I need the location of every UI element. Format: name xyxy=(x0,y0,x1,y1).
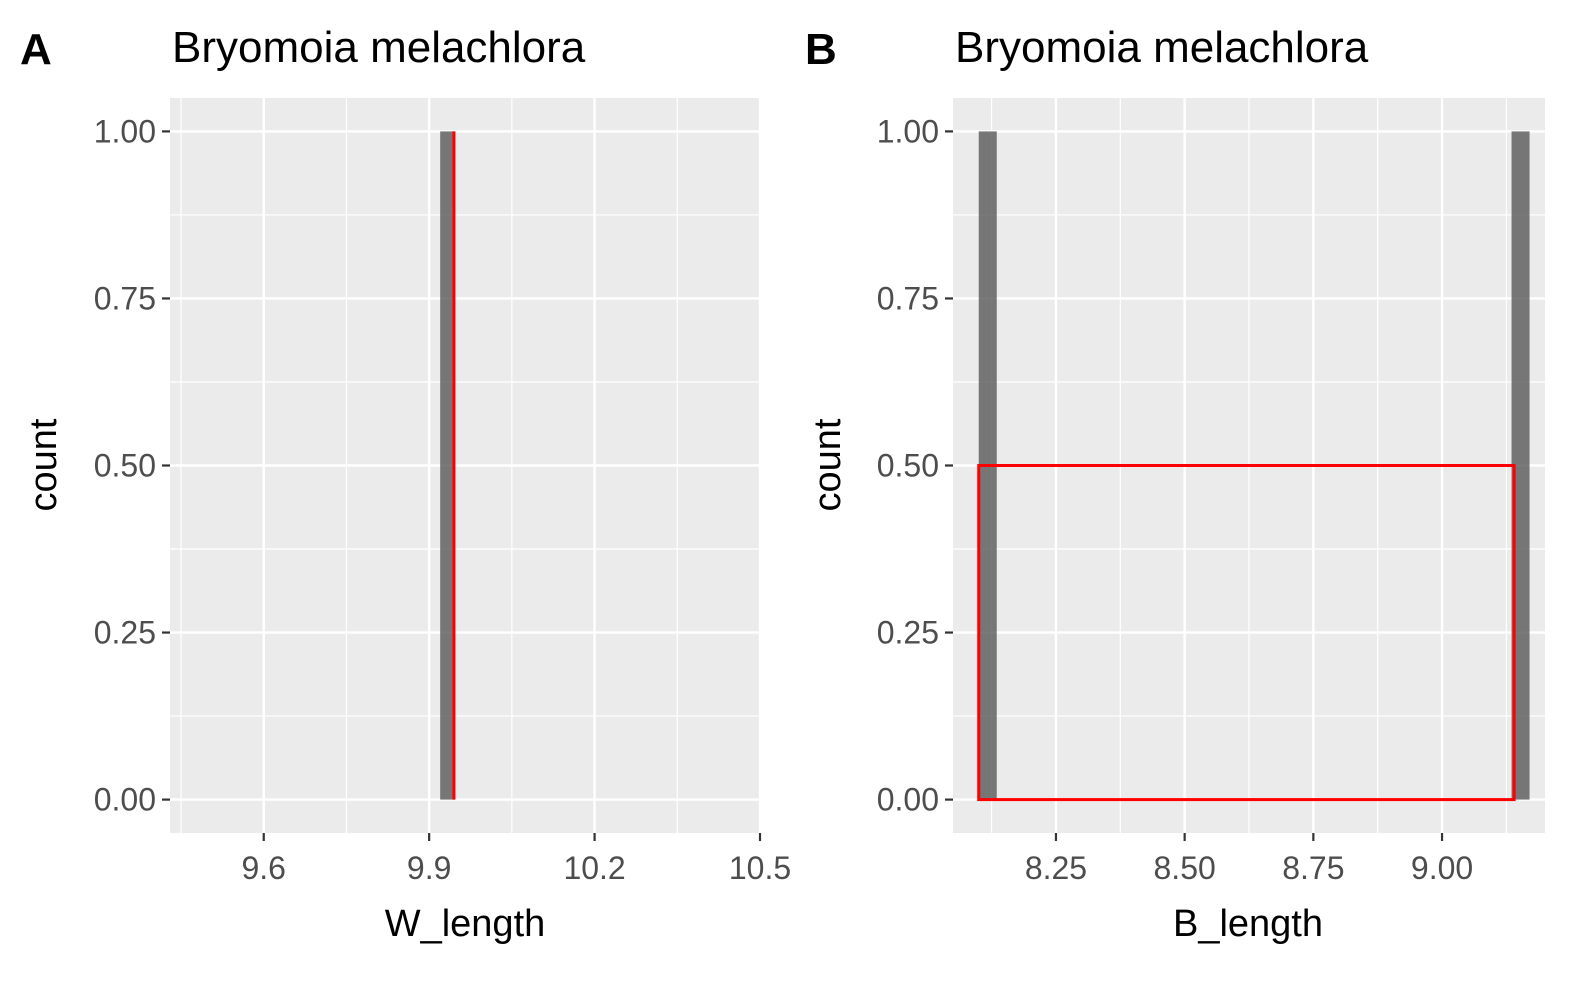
histogram-bar xyxy=(440,131,454,800)
panel-a-y-axis-title: count xyxy=(23,418,65,511)
y-tick-label: 0.50 xyxy=(877,448,939,484)
panel-a-major-grid xyxy=(170,98,762,833)
panel-a-y-axis: 0.00 0.25 0.50 0.75 1.00 xyxy=(94,113,170,818)
y-tick-label: 0.75 xyxy=(94,280,156,316)
x-tick-label: 8.25 xyxy=(1025,850,1087,886)
panel-a-x-axis: 9.6 9.9 10.2 10.5 xyxy=(241,833,791,886)
panel-b-y-axis-title: count xyxy=(807,418,849,511)
y-tick-label: 0.25 xyxy=(94,615,156,651)
x-tick-label: 8.50 xyxy=(1154,850,1216,886)
overlay-rect xyxy=(977,464,1516,802)
y-tick-label: 1.00 xyxy=(94,113,156,149)
panel-a: A Bryomoia melachlora 9.6 9.9 10.2 10.5 0.0… xyxy=(20,23,791,945)
panel-a-bars xyxy=(440,131,454,800)
y-tick-label: 0.50 xyxy=(94,448,156,484)
x-tick-label: 9.9 xyxy=(407,850,451,886)
x-tick-label: 10.5 xyxy=(729,850,791,886)
histogram-bar xyxy=(1511,131,1530,800)
x-tick-label: 9.6 xyxy=(241,850,285,886)
panel-b-title: Bryomoia melachlora xyxy=(955,23,1369,72)
y-tick-label: 0.00 xyxy=(94,782,156,818)
x-tick-label: 10.2 xyxy=(563,850,625,886)
y-tick-label: 0.25 xyxy=(877,615,939,651)
y-tick-label: 0.75 xyxy=(877,280,939,316)
y-tick-label: 1.00 xyxy=(877,113,939,149)
panel-b: B Bryomoia melachlora 8.25 8.50 8.75 9.00 0… xyxy=(805,23,1545,945)
panel-b-tag: B xyxy=(805,25,837,74)
panel-b-x-axis: 8.25 8.50 8.75 9.00 xyxy=(1025,833,1473,886)
x-tick-label: 9.00 xyxy=(1411,850,1473,886)
panel-b-overlay xyxy=(977,464,1516,802)
y-tick-label: 0.00 xyxy=(877,782,939,818)
panel-b-y-axis: 0.00 0.25 0.50 0.75 1.00 xyxy=(877,113,953,818)
panel-a-x-axis-title: W_length xyxy=(385,903,546,945)
x-tick-label: 8.75 xyxy=(1282,850,1344,886)
panel-a-tag: A xyxy=(20,25,52,74)
panel-b-x-axis-title: B_length xyxy=(1173,903,1323,945)
panel-a-title: Bryomoia melachlora xyxy=(172,23,586,72)
